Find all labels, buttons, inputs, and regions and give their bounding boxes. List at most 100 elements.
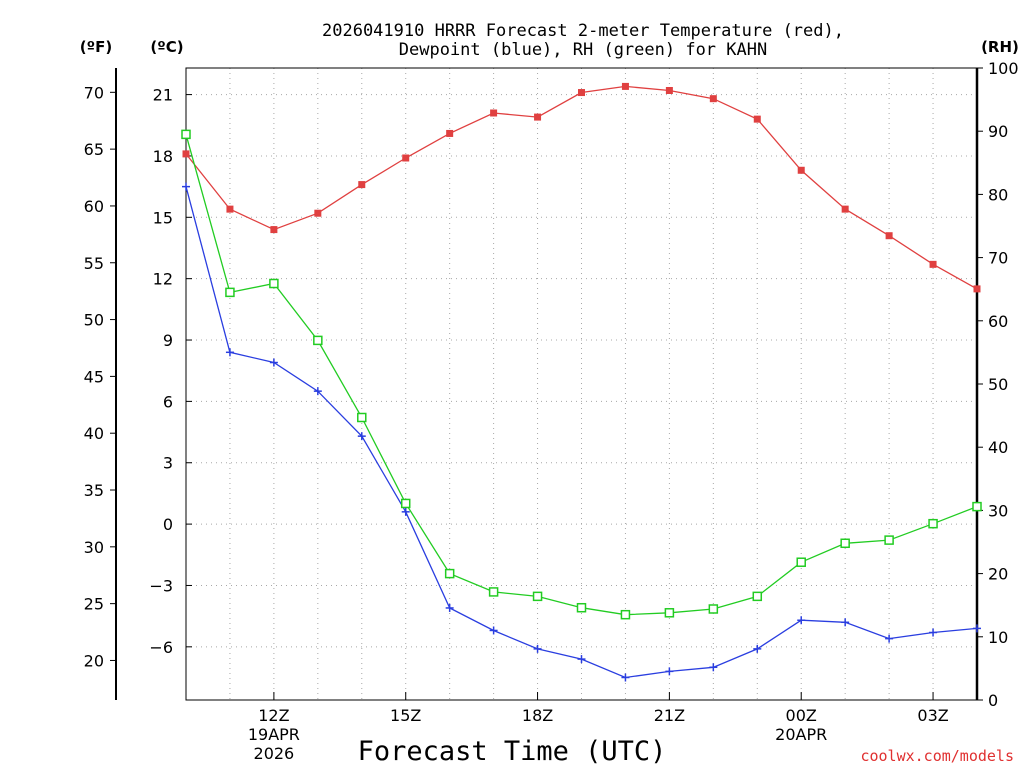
fahrenheit-tick-label: 20 xyxy=(84,651,104,670)
celsius-tick-label: −3 xyxy=(149,576,173,595)
dewpoint-point xyxy=(182,182,190,191)
fahrenheit-tick-label: 60 xyxy=(84,197,104,216)
rh-line xyxy=(185,134,978,616)
dewpoint-point xyxy=(357,432,366,441)
rh-point xyxy=(313,335,323,346)
temperature-point xyxy=(534,113,542,121)
rh-tick-label: 80 xyxy=(988,185,1008,204)
celsius-tick-label: 12 xyxy=(153,270,173,289)
celsius-tick-label: 21 xyxy=(153,86,173,105)
rh-point xyxy=(840,538,850,549)
rh-unit-label: (RH) xyxy=(981,38,1019,56)
rh-tick-label: 20 xyxy=(988,565,1008,584)
rh-point xyxy=(752,591,763,602)
fahrenheit-unit-label: (ºF) xyxy=(80,38,112,56)
chart-title-line2: Dewpoint (blue), RH (green) for KAHN xyxy=(399,40,767,60)
celsius-tick-label: −6 xyxy=(149,638,173,657)
x-tick-label: 19APR xyxy=(248,725,300,744)
rh-tick-label: 10 xyxy=(988,628,1008,647)
rh-point xyxy=(225,287,235,298)
rh-point xyxy=(444,568,455,579)
fahrenheit-tick-label: 25 xyxy=(84,595,104,614)
temperature-point xyxy=(578,89,585,97)
rh-tick-label: 90 xyxy=(988,122,1008,141)
rh-point xyxy=(796,557,806,567)
temperature-point xyxy=(270,226,278,234)
dewpoint-point xyxy=(709,663,718,672)
temperature-point xyxy=(490,109,498,117)
rh-tick-label: 70 xyxy=(988,249,1008,268)
x-tick-label: 03Z xyxy=(917,706,948,725)
fahrenheit-tick-label: 30 xyxy=(84,538,104,557)
temperature-point xyxy=(314,209,322,217)
x-tick-label: 15Z xyxy=(390,706,421,725)
temperature-point xyxy=(709,95,717,103)
chart-title-line1: 2026041910 HRRR Forecast 2-meter Tempera… xyxy=(322,21,844,41)
celsius-tick-label: 9 xyxy=(163,331,173,350)
temperature-point xyxy=(402,154,410,162)
celsius-tick-label: 15 xyxy=(153,208,173,227)
tick-labels: 21 18 15 12 9 6 30 −3 −6 70 65 60 55 50 45 40 35 30 25 20 10… xyxy=(84,59,1019,763)
temperature-point xyxy=(621,82,629,90)
x-tick-label: 12Z xyxy=(258,706,289,725)
temperature-point xyxy=(182,150,190,158)
temperature-point xyxy=(358,181,366,189)
dewpoint-point xyxy=(973,624,981,633)
temperature-point xyxy=(841,205,849,213)
rh-tick-label: 100 xyxy=(988,59,1019,78)
celsius-tick-label: 6 xyxy=(163,392,173,411)
temperature-point xyxy=(226,205,234,213)
dewpoint-point xyxy=(401,507,410,516)
data-series xyxy=(181,82,982,682)
temperature-point xyxy=(753,115,761,123)
credit-link[interactable]: coolwx.com/models xyxy=(860,747,1014,765)
rh-point xyxy=(884,535,894,545)
dewpoint-point xyxy=(841,618,850,627)
rh-tick-label: 50 xyxy=(988,375,1008,394)
dewpoint-point xyxy=(665,667,674,676)
fahrenheit-tick-label: 40 xyxy=(84,424,104,443)
x-axis-title: Forecast Time (UTC) xyxy=(358,736,667,767)
fahrenheit-tick-label: 50 xyxy=(84,311,104,330)
x-tick-label: 21Z xyxy=(654,706,685,725)
celsius-tick-label: 0 xyxy=(163,515,173,534)
temperature-point xyxy=(446,129,454,137)
dewpoint-point xyxy=(225,348,234,357)
temperature-point xyxy=(665,86,673,94)
dewpoint-point xyxy=(533,644,542,653)
dewpoint-point xyxy=(621,673,630,682)
dewpoint-point xyxy=(269,358,278,367)
celsius-tick-label: 18 xyxy=(153,147,173,166)
x-tick-label: 20APR xyxy=(775,725,827,744)
rh-point xyxy=(576,602,587,613)
rh-tick-label: 40 xyxy=(988,438,1008,457)
x-tick-label: 2026 xyxy=(254,744,295,763)
x-tick-label: 18Z xyxy=(522,706,553,725)
temperature-point xyxy=(885,232,893,240)
rh-tick-label: 30 xyxy=(988,501,1008,520)
temperature-point xyxy=(929,260,937,268)
rh-point xyxy=(488,587,499,597)
rh-point xyxy=(532,591,543,602)
fahrenheit-tick-label: 35 xyxy=(84,481,104,500)
rh-point xyxy=(664,608,675,618)
temperature-point xyxy=(797,166,805,174)
rh-point xyxy=(708,604,719,614)
rh-point xyxy=(269,278,279,289)
fahrenheit-tick-label: 65 xyxy=(84,140,104,159)
rh-point xyxy=(357,412,367,423)
rh-point xyxy=(181,129,191,140)
rh-point xyxy=(620,609,631,620)
axes xyxy=(110,67,983,701)
rh-tick-label: 60 xyxy=(988,312,1008,331)
dewpoint-point xyxy=(445,603,454,612)
dewpoint-point xyxy=(313,387,322,396)
rh-point xyxy=(400,498,411,509)
dewpoint-point xyxy=(753,644,762,653)
dewpoint-point xyxy=(577,655,586,664)
fahrenheit-tick-label: 70 xyxy=(84,83,104,102)
fahrenheit-tick-label: 55 xyxy=(84,254,104,273)
dewpoint-point xyxy=(885,634,894,643)
fahrenheit-tick-label: 45 xyxy=(84,367,104,386)
